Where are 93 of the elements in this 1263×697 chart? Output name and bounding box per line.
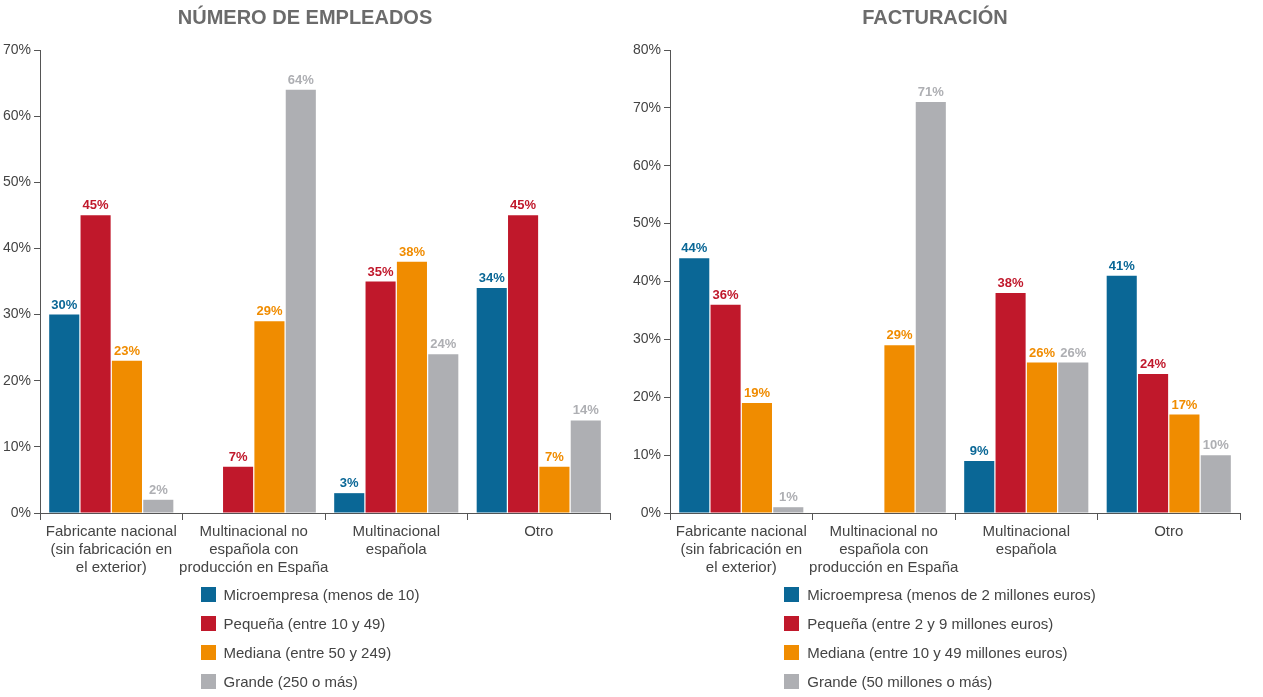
data-label: 45% xyxy=(510,197,537,213)
bar xyxy=(773,507,804,513)
y-tick-label: 30% xyxy=(632,330,662,347)
bar xyxy=(1138,374,1169,513)
data-label: 29% xyxy=(256,303,283,319)
bar xyxy=(80,215,111,513)
bar xyxy=(679,258,710,513)
chart-title: FACTURACIÓN xyxy=(862,4,1008,28)
y-tick-label: 10% xyxy=(2,437,32,454)
data-label: 9% xyxy=(969,442,990,458)
data-label: 19% xyxy=(743,385,771,401)
legend-label: Grande (250 o más) xyxy=(223,673,358,690)
data-label: 1% xyxy=(778,489,799,505)
bar xyxy=(365,281,396,513)
bar xyxy=(111,360,142,513)
bar xyxy=(254,321,285,513)
y-tick-label: 50% xyxy=(632,214,662,231)
bar xyxy=(884,345,915,513)
y-tick-label: 60% xyxy=(2,107,32,123)
x-tick-label: Multinacional española xyxy=(982,522,1071,558)
x-tick-label: Multinacional no española con producción en España xyxy=(179,522,330,576)
data-label: 23% xyxy=(113,342,141,358)
x-tick-label: Multinacional no española con producción en España xyxy=(809,522,960,576)
bar xyxy=(710,304,741,513)
data-label: 17% xyxy=(1171,396,1198,412)
bar xyxy=(223,466,254,513)
bar xyxy=(49,314,80,513)
y-tick-label: 40% xyxy=(2,239,32,256)
data-label: 29% xyxy=(886,327,913,343)
data-label: 38% xyxy=(398,243,426,259)
legend-label: Pequeña (entre 10 y 49) xyxy=(223,615,386,632)
x-tick-label: Fabricante nacional (sin fabricación en el exterior) xyxy=(45,522,177,576)
legend-label: Mediana (entre 10 y 49 millones euros) xyxy=(807,644,1068,661)
x-tick-label: Otro xyxy=(1154,522,1184,540)
y-tick-label: 50% xyxy=(2,173,32,190)
data-label: 26% xyxy=(1028,344,1056,360)
bar xyxy=(741,403,772,513)
y-tick-label: 0% xyxy=(640,503,662,520)
data-label: 64% xyxy=(287,71,315,87)
legend-label: Grande (50 millones o más) xyxy=(807,673,993,690)
bar xyxy=(1106,275,1137,513)
data-label: 14% xyxy=(572,402,600,418)
bar xyxy=(995,293,1026,513)
bar xyxy=(539,466,570,513)
bar xyxy=(476,288,507,513)
y-tick-label: 0% xyxy=(10,503,32,520)
data-label: 30% xyxy=(51,296,78,312)
data-label: 35% xyxy=(367,263,395,279)
data-label: 44% xyxy=(681,240,708,256)
legend-label: Microempresa (menos de 2 millones euros) xyxy=(807,586,1096,603)
y-tick-label: 10% xyxy=(632,445,662,462)
bar xyxy=(508,215,539,513)
data-label: 26% xyxy=(1060,344,1087,360)
data-label: 34% xyxy=(478,270,506,286)
bar xyxy=(396,261,427,513)
y-tick-label: 60% xyxy=(632,156,662,173)
bar xyxy=(570,420,601,513)
bar xyxy=(285,89,316,513)
bar xyxy=(915,102,946,513)
y-tick-label: 30% xyxy=(2,305,32,322)
y-tick-label: 80% xyxy=(632,40,662,57)
y-tick-label: 20% xyxy=(2,371,32,388)
data-label: 38% xyxy=(997,275,1025,291)
bar xyxy=(1058,362,1089,513)
bar xyxy=(334,493,365,513)
bar xyxy=(143,499,174,513)
x-tick-label: Multinacional española xyxy=(352,522,441,558)
legend-label: Microempresa (menos de 10) xyxy=(223,586,420,603)
bar xyxy=(1200,455,1231,513)
data-label: 7% xyxy=(228,448,248,464)
x-tick-label: Otro xyxy=(524,522,554,540)
chart-title: NÚMERO DE EMPLEADOS xyxy=(177,4,433,28)
bar xyxy=(964,460,995,513)
data-label: 2% xyxy=(148,481,169,497)
data-label: 3% xyxy=(339,475,360,491)
data-label: 41% xyxy=(1108,257,1136,273)
data-label: 10% xyxy=(1202,437,1230,453)
legend-label: Pequeña (entre 2 y 9 millones euros) xyxy=(807,615,1054,632)
data-label: 45% xyxy=(82,197,110,213)
data-label: 71% xyxy=(917,84,945,100)
data-label: 24% xyxy=(1140,356,1167,372)
x-tick-label: Fabricante nacional (sin fabricación en el exterior) xyxy=(675,522,807,576)
legend-label: Mediana (entre 50 y 249) xyxy=(223,644,392,661)
data-label: 36% xyxy=(712,286,740,302)
y-tick-label: 40% xyxy=(632,272,662,289)
bar xyxy=(1169,414,1200,513)
y-tick-label: 70% xyxy=(632,98,662,115)
y-tick-label: 70% xyxy=(2,40,32,57)
data-label: 24% xyxy=(430,336,457,352)
bar xyxy=(428,354,459,513)
bar xyxy=(1026,362,1057,513)
y-tick-label: 20% xyxy=(632,388,662,405)
data-label: 7% xyxy=(545,448,565,464)
